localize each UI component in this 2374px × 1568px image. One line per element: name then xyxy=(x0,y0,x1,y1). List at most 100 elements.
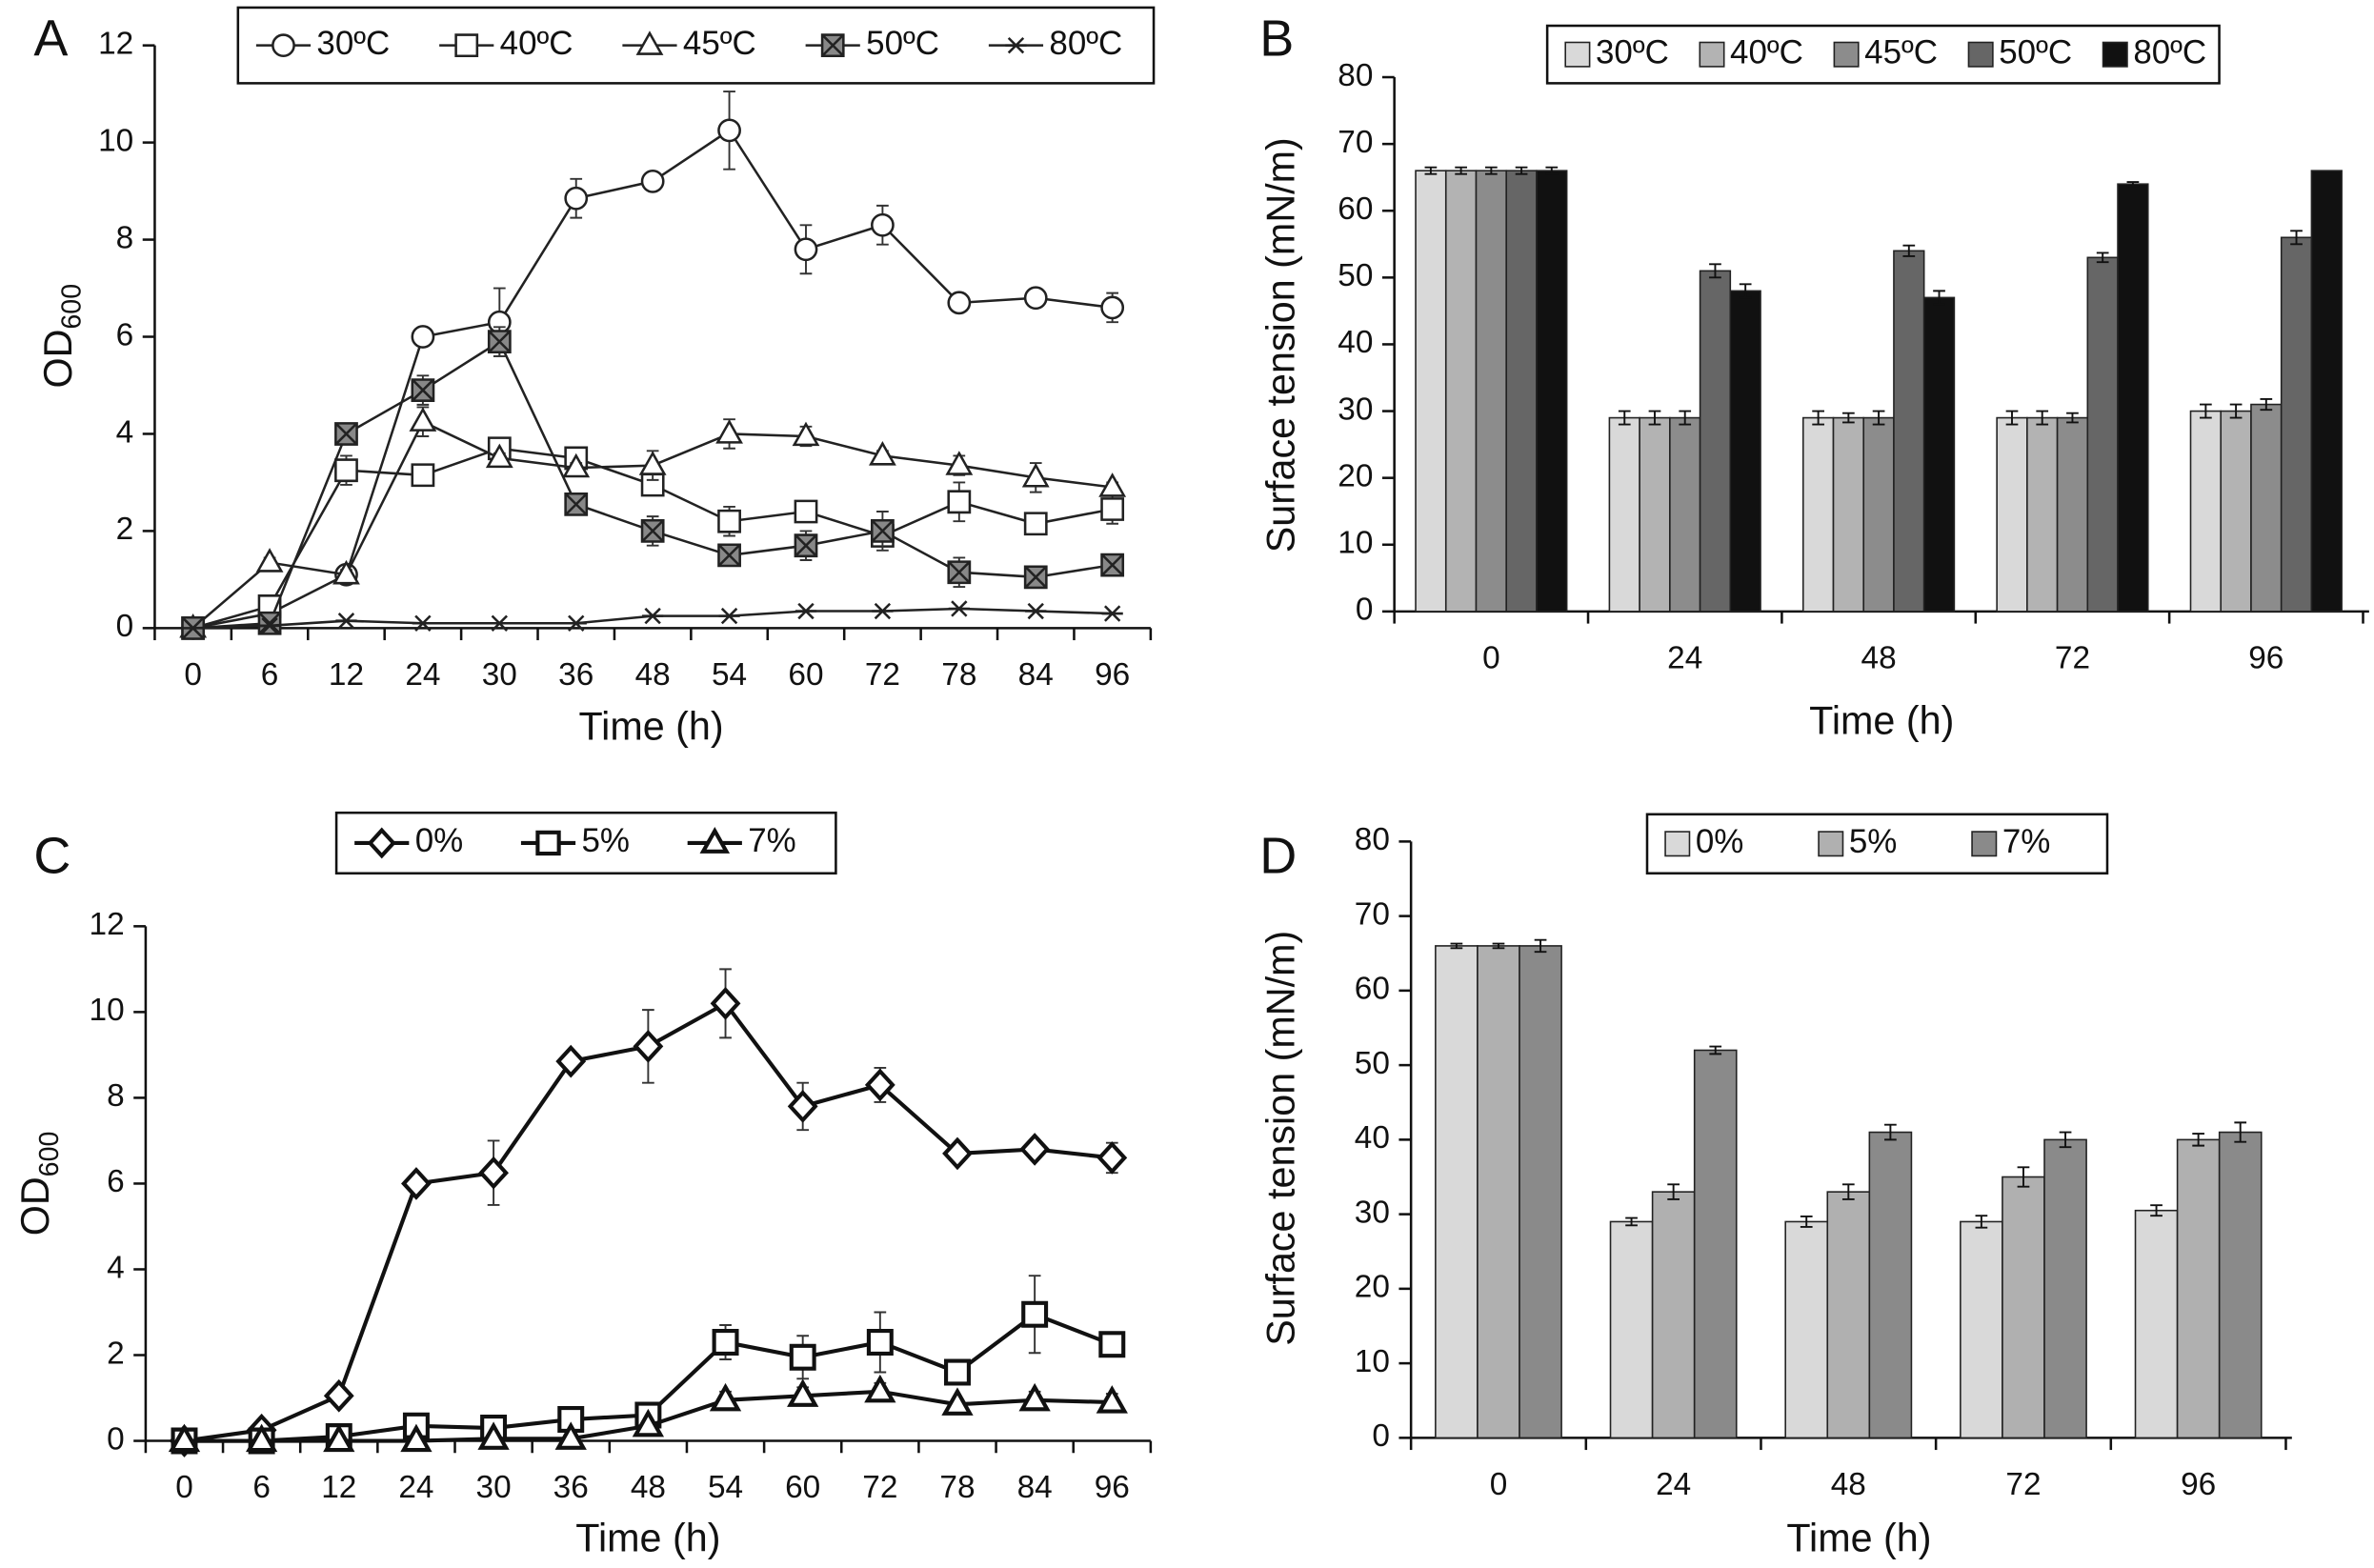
marker xyxy=(1101,605,1123,622)
marker xyxy=(1098,1331,1126,1358)
error-bar xyxy=(1933,290,1945,306)
marker xyxy=(864,1374,896,1403)
bar xyxy=(1477,945,1520,1439)
bar xyxy=(2176,1138,2221,1439)
marker xyxy=(632,1408,665,1437)
y-tick-label: 2 xyxy=(107,1336,125,1371)
bar xyxy=(1922,296,1956,613)
error-bar xyxy=(2290,230,2303,246)
marker xyxy=(245,1423,278,1453)
marker xyxy=(1025,602,1047,620)
x-tick-label: 60 xyxy=(788,657,823,693)
marker xyxy=(787,1378,819,1407)
error-bar xyxy=(1648,410,1661,426)
error-bar xyxy=(2192,1133,2204,1147)
y-tick-label: 4 xyxy=(107,1250,125,1285)
marker xyxy=(640,519,665,543)
legend-swatch xyxy=(1818,831,1844,857)
x-tick-label: 12 xyxy=(329,657,364,693)
bar xyxy=(1475,170,1508,613)
y-tick-label: 10 xyxy=(1355,1344,1390,1379)
x-tick-label: 48 xyxy=(1831,1467,1866,1502)
error-bar xyxy=(1975,1215,1988,1229)
marker xyxy=(258,617,281,634)
marker xyxy=(866,1329,894,1356)
y-tick-label: 6 xyxy=(116,317,134,352)
legend-swatch xyxy=(1699,41,1725,68)
y-tick-label: 60 xyxy=(1355,972,1390,1007)
marker xyxy=(794,499,818,524)
legend-label: 30ºC xyxy=(1596,33,1669,70)
y-tick-label: 80 xyxy=(1338,58,1373,93)
y-tick-label: 50 xyxy=(1355,1046,1390,1081)
x-tick-label: 84 xyxy=(1018,657,1054,693)
marker xyxy=(642,607,664,625)
legend-marker xyxy=(699,826,731,854)
x-tick-label: 48 xyxy=(631,1470,666,1505)
bar xyxy=(1519,945,1562,1439)
y-tick-label: 40 xyxy=(1355,1120,1390,1156)
y-tick-label: 12 xyxy=(90,907,125,942)
x-tick-label: 72 xyxy=(2005,1467,2041,1502)
error-bar xyxy=(2066,412,2079,424)
legend-box xyxy=(1645,813,2109,875)
bar xyxy=(2220,410,2252,613)
marker xyxy=(1100,295,1125,320)
bar xyxy=(2134,1209,2179,1439)
y-tick-label: 20 xyxy=(1338,458,1373,493)
marker xyxy=(334,422,358,446)
error-bar xyxy=(2234,1121,2247,1143)
y-axis-label: Surface tension (mN/m) xyxy=(1259,137,1303,553)
x-tick-label: 24 xyxy=(1667,641,1702,676)
legend-swatch xyxy=(1967,41,1994,68)
marker xyxy=(947,560,972,585)
marker xyxy=(1021,1300,1049,1328)
marker xyxy=(334,458,358,483)
x-tick-label: 24 xyxy=(405,657,440,693)
marker xyxy=(792,421,820,447)
y-tick-label: 40 xyxy=(1338,325,1373,360)
bar xyxy=(1996,416,2028,613)
error-bar xyxy=(1515,166,1528,175)
y-tick-label: 8 xyxy=(107,1078,125,1114)
legend-label: 45ºC xyxy=(1864,33,1938,70)
marker xyxy=(487,330,512,353)
error-bar xyxy=(2126,181,2140,188)
legend-marker xyxy=(820,33,845,58)
error-bar xyxy=(2260,397,2273,412)
legend-label: 7% xyxy=(2002,823,2051,860)
marker xyxy=(1096,1385,1128,1414)
error-bar xyxy=(1625,1216,1638,1227)
marker xyxy=(715,419,743,444)
legend-label: 0% xyxy=(415,822,464,859)
error-bar xyxy=(2059,1131,2072,1149)
bar xyxy=(2086,256,2119,613)
x-tick-label: 0 xyxy=(1482,641,1500,676)
y-axis-label-main: Surface tension (mN/m) xyxy=(1259,931,1303,1346)
error-bar xyxy=(2200,403,2212,419)
y-tick-label: 0 xyxy=(1356,593,1374,628)
error-bar xyxy=(2150,1204,2163,1217)
x-tick-label: 96 xyxy=(2248,641,2283,676)
marker xyxy=(1100,497,1125,521)
error-bar xyxy=(2036,410,2049,426)
error-bar xyxy=(1812,410,1824,426)
legend-marker xyxy=(367,827,396,859)
marker xyxy=(411,463,435,488)
error-bar xyxy=(1739,283,1752,299)
marker xyxy=(401,1167,432,1200)
marker xyxy=(794,533,818,558)
y-tick-label: 10 xyxy=(98,123,133,158)
y-axis-label-main: OD xyxy=(13,1176,57,1236)
error-bar xyxy=(2229,403,2243,419)
error-bar xyxy=(1800,1216,1813,1228)
error-bar xyxy=(1679,410,1692,426)
marker xyxy=(872,602,894,620)
legend-label: 0% xyxy=(1696,823,1743,860)
legend-label: 45ºC xyxy=(683,25,756,62)
bar xyxy=(1832,416,1865,613)
y-tick-label: 30 xyxy=(1355,1195,1390,1230)
marker xyxy=(717,118,741,143)
x-tick-label: 48 xyxy=(1861,641,1897,676)
